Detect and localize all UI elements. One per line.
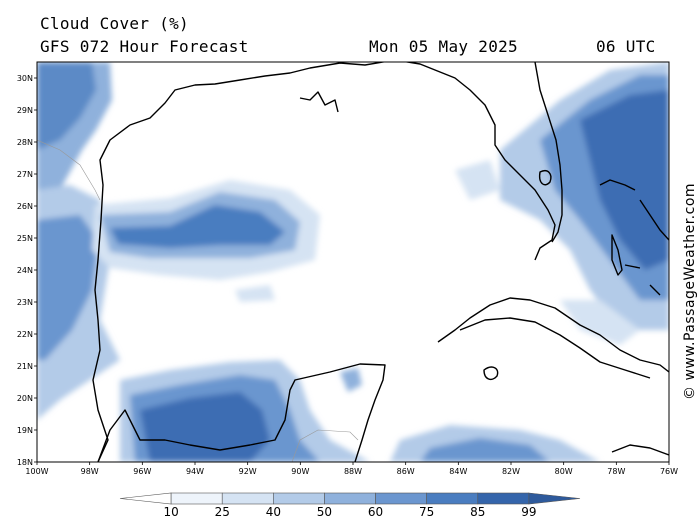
lon-tick-label: 80W: [555, 467, 573, 476]
colorbar-level-label: 75: [419, 505, 434, 519]
florida-east-coast: [534, 62, 563, 243]
latitude-axis: 18N 19N 20N 21N 22N 23N 24N 25N 26N 27N 28N 29N 30N: [17, 74, 37, 467]
hispaniola-west: [611, 444, 669, 456]
lat-tick-label: 27N: [17, 170, 33, 179]
lon-tick-label: 76W: [660, 467, 678, 476]
map-area: [37, 62, 669, 462]
lat-tick-label: 22N: [17, 330, 33, 339]
colorbar-level-label: 25: [215, 505, 230, 519]
coastline-layer: [92, 62, 669, 462]
colorbar-segment: [170, 492, 223, 505]
colorbar-segment: [375, 492, 427, 505]
map-title: Cloud Cover (%): [40, 14, 189, 33]
isla-juventud: [483, 366, 499, 381]
lake-okeechobee: [538, 170, 552, 186]
colorbar: 10 25 40 50 60 75 85 99: [119, 492, 581, 519]
colorbar-level-label: 50: [317, 505, 332, 519]
cloud-field-layer: [37, 62, 669, 462]
colorbar-segment: [477, 492, 530, 505]
colorbar-segment: [119, 492, 172, 505]
colorbar-level-label: 40: [266, 505, 281, 519]
mexico-gulf-coast-south: [97, 363, 386, 462]
colorbar-segment: [426, 492, 479, 505]
us-mexico-border: [37, 139, 101, 201]
lat-tick-label: 19N: [17, 426, 33, 435]
lon-tick-label: 84W: [449, 467, 467, 476]
lat-tick-label: 30N: [17, 74, 33, 83]
bahamas-islands: [599, 179, 669, 296]
lon-tick-label: 86W: [397, 467, 415, 476]
lon-tick-label: 100W: [25, 467, 48, 476]
forecast-date: Mon 05 May 2025: [369, 37, 518, 56]
cuba-coast: [437, 297, 669, 373]
colorbar-level-label: 99: [521, 505, 536, 519]
credit-text: © www.PassageWeather.com: [682, 183, 698, 400]
gulf-coast-us-mexico: [92, 62, 556, 462]
lon-tick-label: 88W: [344, 467, 362, 476]
lat-tick-label: 25N: [17, 234, 33, 243]
colorbar-segment: [324, 492, 376, 505]
border-layer: [37, 139, 359, 462]
colorbar-level-label: 85: [470, 505, 485, 519]
forecast-label: GFS 072 Hour Forecast: [40, 37, 249, 56]
lon-tick-label: 98W: [81, 467, 99, 476]
colorbar-segment: [273, 492, 325, 505]
colorbar-segment: [221, 492, 274, 505]
mexico-guatemala-border: [291, 429, 359, 462]
lat-tick-label: 28N: [17, 138, 33, 147]
bahamas-andros: [611, 234, 623, 276]
lon-tick-label: 92W: [239, 467, 257, 476]
lon-tick-label: 96W: [133, 467, 151, 476]
longitude-axis: 100W 98W 96W 94W 92W 90W 88W 86W 84W 82W 80W 78W 76W: [25, 462, 678, 476]
colorbar-level-label: 10: [163, 505, 178, 519]
lon-tick-label: 94W: [186, 467, 204, 476]
lon-tick-label: 82W: [502, 467, 520, 476]
lat-tick-label: 21N: [17, 362, 33, 371]
lon-tick-label: 90W: [291, 467, 309, 476]
lat-tick-label: 20N: [17, 394, 33, 403]
lon-tick-label: 78W: [607, 467, 625, 476]
cuba-south-coast: [459, 317, 651, 379]
lat-tick-label: 24N: [17, 266, 33, 275]
lat-tick-label: 18N: [17, 458, 33, 467]
forecast-time: 06 UTC: [596, 37, 656, 56]
colorbar-level-label: 60: [368, 505, 383, 519]
colorbar-segment: [528, 492, 581, 505]
lat-tick-label: 23N: [17, 298, 33, 307]
lat-tick-label: 26N: [17, 202, 33, 211]
lat-tick-label: 29N: [17, 106, 33, 115]
louisiana-delta: [299, 91, 339, 113]
